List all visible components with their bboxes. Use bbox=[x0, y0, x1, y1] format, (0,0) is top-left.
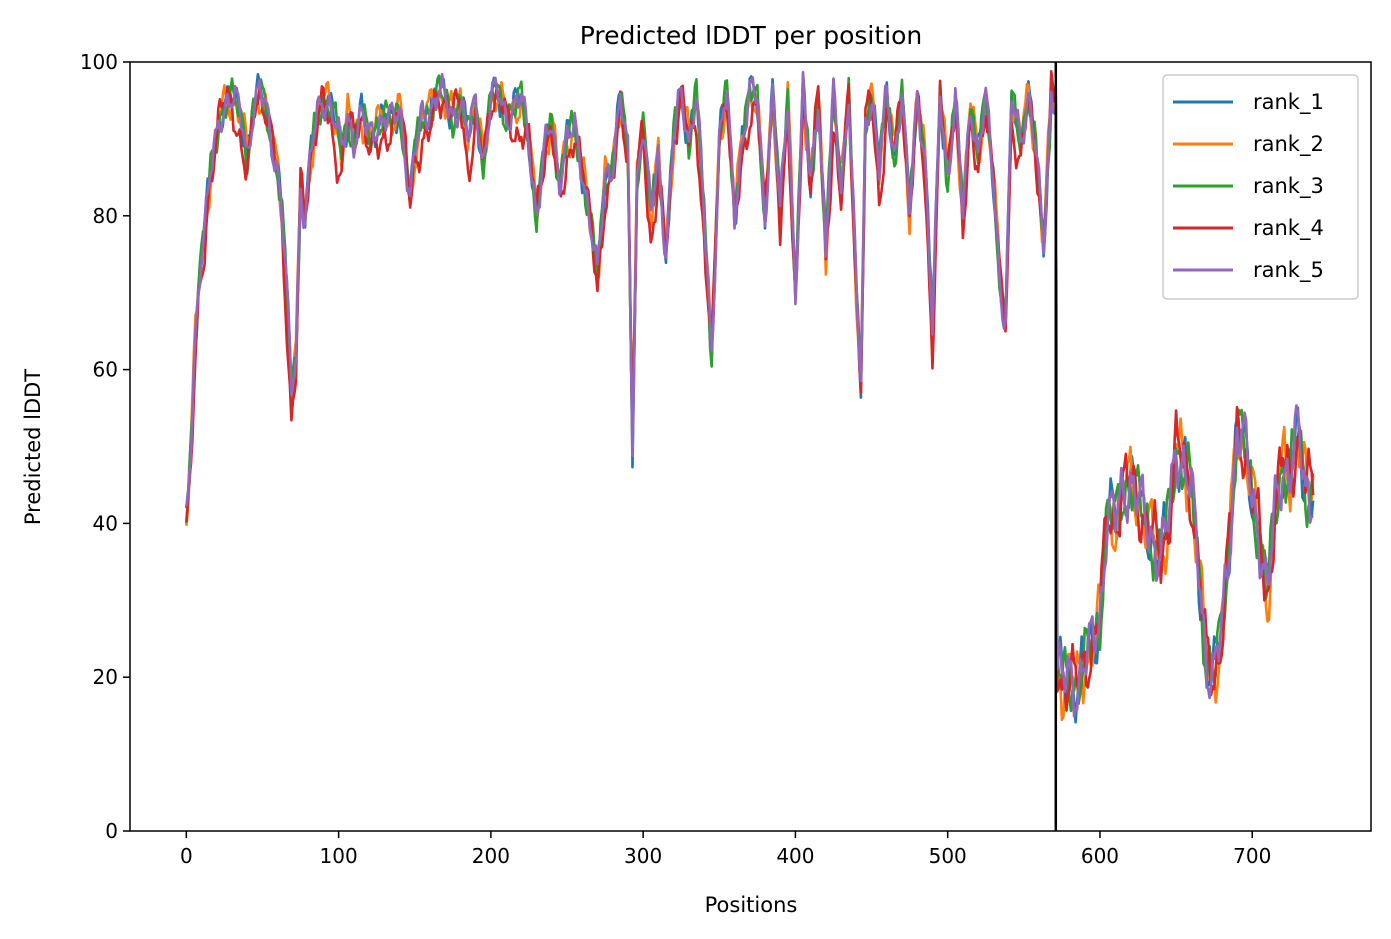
x-tick-label: 200 bbox=[472, 844, 510, 868]
series-line-rank_2 bbox=[185, 80, 1315, 722]
series-line-rank_1 bbox=[185, 73, 1315, 724]
legend-label-rank_5: rank_5 bbox=[1253, 258, 1324, 283]
legend-label-rank_1: rank_1 bbox=[1253, 90, 1324, 115]
y-tick-label: 100 bbox=[80, 50, 118, 74]
plot-frame bbox=[129, 61, 1372, 832]
x-tick-label: 600 bbox=[1081, 844, 1119, 868]
y-axis: 0 20 40 60 80 100 bbox=[80, 50, 130, 843]
series-line-rank_5 bbox=[185, 70, 1314, 718]
series-line-rank_3 bbox=[185, 74, 1315, 713]
legend-label-rank_2: rank_2 bbox=[1253, 132, 1324, 157]
chart-title: Predicted lDDT per position bbox=[580, 21, 922, 50]
y-tick-label: 40 bbox=[93, 511, 118, 535]
legend-label-rank_3: rank_3 bbox=[1253, 174, 1324, 199]
x-tick-label: 500 bbox=[929, 844, 967, 868]
plot-lines bbox=[185, 70, 1315, 724]
x-tick-label: 700 bbox=[1233, 844, 1271, 868]
series-line-rank_4 bbox=[185, 70, 1315, 712]
y-tick-label: 60 bbox=[93, 358, 118, 382]
x-tick-label: 400 bbox=[776, 844, 814, 868]
legend-box bbox=[1162, 74, 1359, 300]
y-tick-label: 0 bbox=[105, 819, 118, 843]
x-axis-label: Positions bbox=[705, 893, 798, 917]
y-tick-label: 80 bbox=[93, 204, 118, 228]
x-axis: 0 100 200 300 400 500 600 700 bbox=[180, 831, 1271, 868]
y-tick-label: 20 bbox=[93, 665, 118, 689]
x-tick-label: 0 bbox=[180, 844, 193, 868]
legend-label-rank_4: rank_4 bbox=[1253, 216, 1324, 241]
y-axis-label: Predicted lDDT bbox=[21, 369, 45, 525]
legend: rank_1 rank_2 rank_3 rank_4 rank_5 bbox=[1162, 74, 1359, 300]
x-tick-label: 100 bbox=[320, 844, 358, 868]
x-tick-label: 300 bbox=[624, 844, 662, 868]
